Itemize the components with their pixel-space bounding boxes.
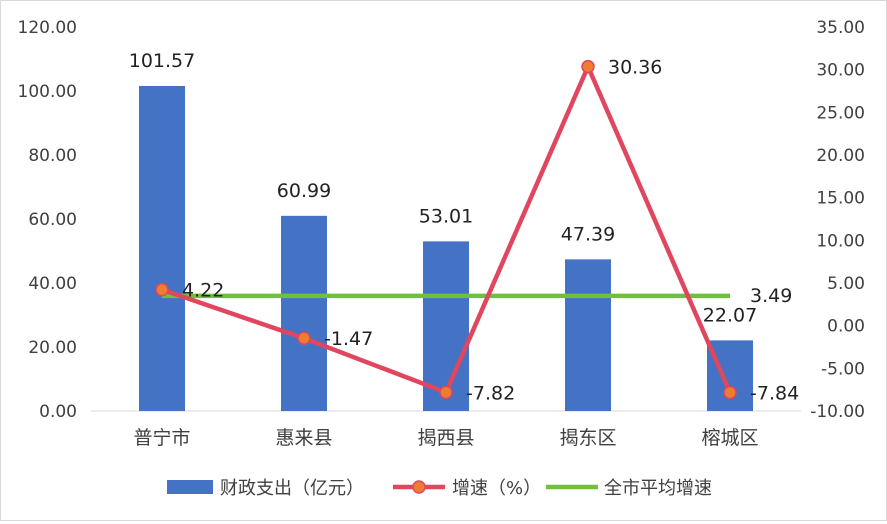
bar-value-label: 22.07 bbox=[703, 304, 757, 326]
growth-rate-label: 30.36 bbox=[608, 57, 662, 79]
growth-rate-point bbox=[723, 385, 737, 400]
growth-rate-point bbox=[439, 385, 453, 400]
left-tick-label: 0.00 bbox=[39, 402, 77, 422]
right-tick-label: 35.00 bbox=[816, 18, 865, 38]
growth-rate-point bbox=[297, 331, 311, 345]
growth-rate-label: -7.82 bbox=[466, 382, 515, 404]
right-tick-label: 0.00 bbox=[827, 317, 865, 337]
growth-rate-point bbox=[155, 282, 169, 297]
average-growth-label: 3.49 bbox=[750, 285, 792, 307]
bars-layer bbox=[139, 85, 753, 411]
right-tick-label: 25.00 bbox=[816, 103, 865, 123]
left-tick-label: 80.00 bbox=[28, 146, 77, 166]
legend-swatch-growth-marker bbox=[412, 480, 426, 494]
left-tick-label: 100.00 bbox=[18, 82, 77, 102]
left-tick-label: 60.00 bbox=[28, 210, 77, 230]
bar-value-label: 47.39 bbox=[561, 223, 615, 245]
bar bbox=[139, 85, 185, 411]
bar bbox=[423, 241, 469, 411]
bar-value-label: 101.57 bbox=[129, 50, 195, 72]
category-label: 惠来县 bbox=[275, 427, 332, 449]
bar-value-label: 53.01 bbox=[419, 205, 473, 227]
right-tick-label: -10.00 bbox=[810, 402, 865, 422]
category-label: 榕城区 bbox=[701, 427, 758, 449]
labels-layer: 101.57 60.99 53.01 47.39 22.07 4.22 -1.47 -7.82… bbox=[129, 50, 799, 405]
right-tick-label: 10.00 bbox=[816, 231, 865, 251]
right-tick-label: 15.00 bbox=[816, 189, 865, 209]
legend-label-growth: 增速（%） bbox=[452, 478, 541, 499]
legend: 财政支出（亿元） 增速（%） 全市平均增速 bbox=[167, 478, 712, 499]
legend-label-average: 全市平均增速 bbox=[604, 478, 712, 499]
category-label: 揭东区 bbox=[559, 427, 616, 449]
category-label: 普宁市 bbox=[133, 427, 190, 449]
growth-rate-label: -1.47 bbox=[324, 328, 373, 350]
left-tick-label: 40.00 bbox=[28, 274, 77, 294]
right-tick-label: 30.00 bbox=[816, 61, 865, 81]
right-tick-label: -5.00 bbox=[821, 359, 865, 379]
growth-rate-label: -7.84 bbox=[750, 383, 799, 405]
growth-rate-point bbox=[581, 59, 595, 74]
bar-value-label: 60.99 bbox=[277, 180, 331, 202]
lines-layer bbox=[155, 59, 737, 400]
bar bbox=[281, 215, 327, 411]
left-tick-label: 20.00 bbox=[28, 338, 77, 358]
axes-layer: 0.00 20.00 40.00 60.00 80.00 100.00 120.00 -10.… bbox=[18, 18, 865, 449]
growth-rate-label: 4.22 bbox=[182, 280, 224, 302]
category-label: 揭西县 bbox=[417, 427, 474, 449]
legend-swatch-expenditure bbox=[167, 480, 213, 494]
left-tick-label: 120.00 bbox=[18, 18, 77, 38]
legend-label-expenditure: 财政支出（亿元） bbox=[220, 478, 364, 499]
right-tick-label: 5.00 bbox=[827, 274, 865, 294]
right-tick-label: 20.00 bbox=[816, 146, 865, 166]
bar bbox=[565, 259, 611, 411]
